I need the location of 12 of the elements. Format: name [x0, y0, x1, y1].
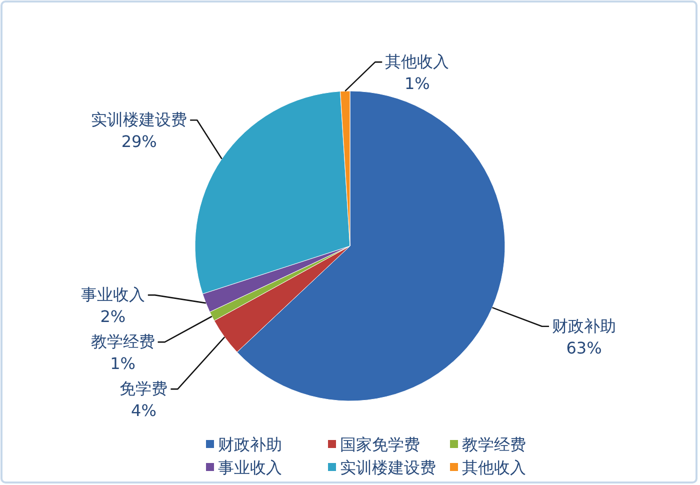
data-label: 其他收入 1% — [385, 52, 450, 94]
legend-label: 其他收入 — [462, 458, 526, 477]
legend-label: 教学经费 — [462, 435, 526, 454]
legend-label: 国家免学费 — [340, 435, 420, 454]
data-label: 财政补助 63% — [552, 316, 616, 358]
data-label: 事业收入 2% — [80, 285, 145, 326]
legend-label: 财政补助 — [218, 435, 282, 454]
data-label: 教学经费 1% — [90, 332, 155, 374]
legend-label: 事业收入 — [218, 458, 282, 477]
legend-label: 实训楼建设费 — [340, 458, 436, 477]
data-label: 实训楼建设费 29% — [91, 110, 188, 152]
data-label: 免学费 4% — [120, 379, 168, 420]
